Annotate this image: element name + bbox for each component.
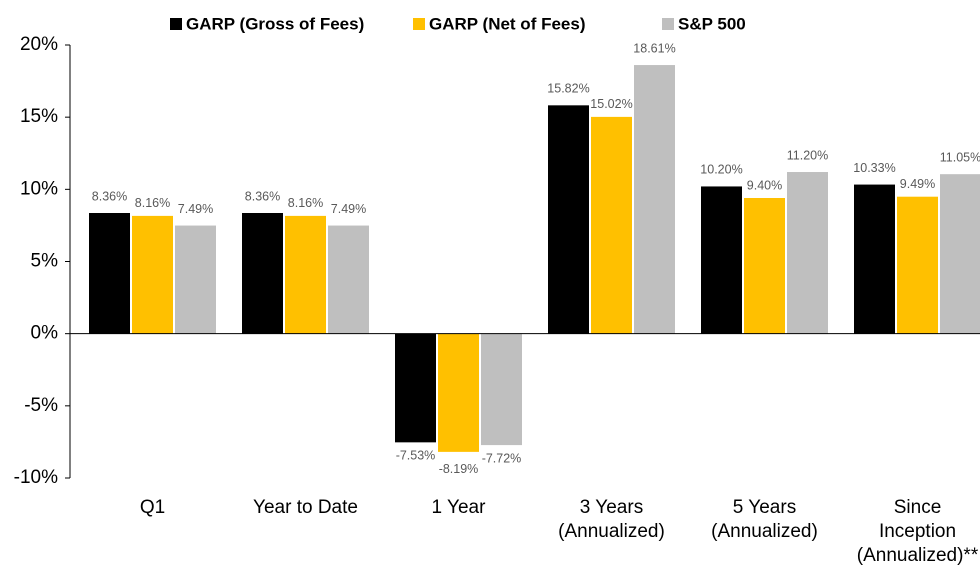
y-tick-label: -10% [14,467,58,488]
value-label: -8.19% [439,462,479,476]
legend-label: GARP (Gross of Fees) [186,14,364,33]
bar [744,197,785,334]
value-label: 8.36% [245,189,280,203]
value-label: 8.36% [92,189,127,203]
value-label: 10.33% [853,161,895,175]
x-tick-label: Q1 [140,497,165,518]
value-label: 18.61% [633,41,675,55]
bar [897,196,938,334]
y-tick-label: 0% [31,323,59,344]
value-label: 11.20% [787,148,828,162]
x-tick-label: 1 Year [432,497,487,518]
legend-swatch [413,18,425,30]
bar [787,172,828,334]
value-label: 7.49% [331,202,366,216]
legend-swatch [170,18,182,30]
value-label: 11.05% [940,150,980,164]
bar [438,333,479,452]
value-label: -7.72% [482,451,522,465]
value-label: 15.82% [547,82,589,96]
y-tick-label: -5% [24,395,58,416]
bar [89,213,130,334]
x-tick-label: Since Inception (Annualized)** [857,497,979,566]
y-tick-label: 5% [31,251,59,272]
bar [328,225,369,334]
bar [132,215,173,334]
legend-label: GARP (Net of Fees) [429,14,586,33]
legend-label: S&P 500 [678,14,746,33]
value-label: -7.53% [396,449,436,463]
bar [591,116,632,334]
value-label: 7.49% [178,202,213,216]
y-tick-label: 10% [20,178,58,199]
value-label: 10.20% [700,163,742,177]
bar [242,213,283,334]
bar [548,105,589,334]
x-tick-label: Year to Date [253,497,358,518]
value-label: 8.16% [288,196,323,210]
x-tick-label: 3 Years (Annualized) [558,497,665,542]
y-tick-label: 15% [20,106,58,127]
y-tick-label: 20% [20,34,58,55]
bar [481,333,522,446]
bar [854,184,895,334]
bar [634,65,675,334]
value-label: 15.02% [590,97,632,111]
value-label: 8.16% [135,196,170,210]
bar [940,174,980,334]
value-label: 9.49% [900,177,935,191]
bar [395,333,436,443]
bar [285,215,326,334]
bar [175,225,216,334]
x-tick-label: 5 Years (Annualized) [711,497,818,542]
legend-swatch [662,18,674,30]
value-label: 9.40% [747,178,782,192]
bar [701,186,742,334]
